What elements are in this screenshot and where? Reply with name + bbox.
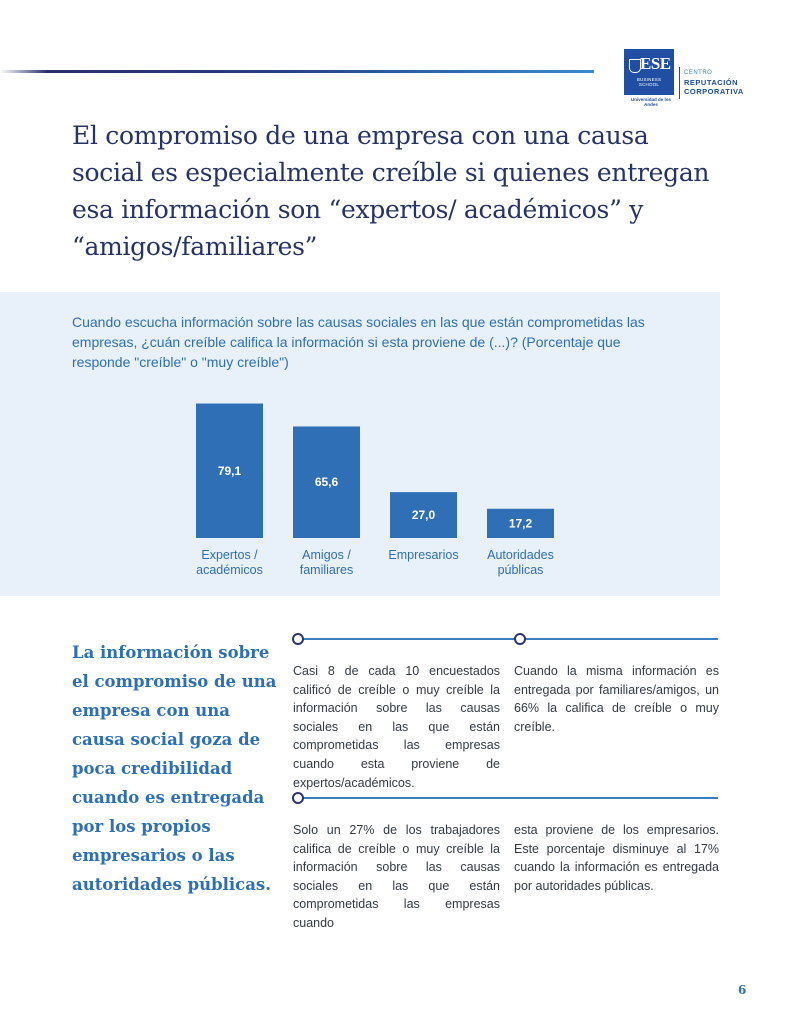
logo-center-line2: REPUTACIÓN [684,78,739,87]
pull-quote: La información sobre el compromiso de un… [72,643,277,894]
section-rule-2 [298,797,718,799]
bar-0 [196,403,263,538]
logo-subtitle: BUSINESS SCHOOL [636,77,662,87]
page-title: El compromiso de una empresa con una cau… [72,121,710,261]
category-label: Autoridades públicas [487,548,554,577]
page-number: 6 [738,983,747,997]
bar-3 [487,508,554,538]
paragraph-trabajadores: Solo un 27% de los trabajadores califica… [293,823,500,930]
bar-2 [390,492,457,538]
logo-divider [679,67,680,99]
logo-name: ESE [640,54,671,73]
rule-marker-1 [292,633,304,645]
rule-marker-2 [514,633,526,645]
category-label: Amigos / familiares [300,548,354,577]
shield-icon [629,59,641,73]
ese-logo: ESE BUSINESS SCHOOL Universidad de los A… [624,49,754,107]
bar-1 [293,426,360,538]
bar-value-label: 17,2 [509,516,533,530]
rule-marker-3 [292,792,304,804]
header-rule [0,70,594,73]
logo-center-line1: CENTRO [684,70,713,76]
logo-center-line3: CORPORATIVA [684,87,744,96]
logo-box: ESE BUSINESS SCHOOL [624,49,674,95]
bar-chart: 79,1 Expertos / académicos 65,6 Amigos / fami… [196,403,554,577]
bar-value-label: 65,6 [315,475,339,489]
bar-value-label: 79,1 [218,464,242,478]
paragraph-autoridades: esta proviene de los empresarios. Este p… [514,823,719,893]
paragraph-familiares: Cuando la misma información es entregada… [514,664,719,734]
category-label: Empresarios [388,548,458,562]
section-rule-1 [298,638,718,640]
logo-center-name: CENTRO REPUTACIÓN CORPORATIVA [684,69,744,96]
logo-university: Universidad de los Andes [630,97,671,107]
chart-question: Cuando escucha información sobre las cau… [72,314,645,370]
category-label: Expertos / académicos [196,548,263,577]
paragraph-expertos: Casi 8 de cada 10 encuestados calificó d… [293,664,500,790]
bar-value-label: 27,0 [412,508,436,522]
